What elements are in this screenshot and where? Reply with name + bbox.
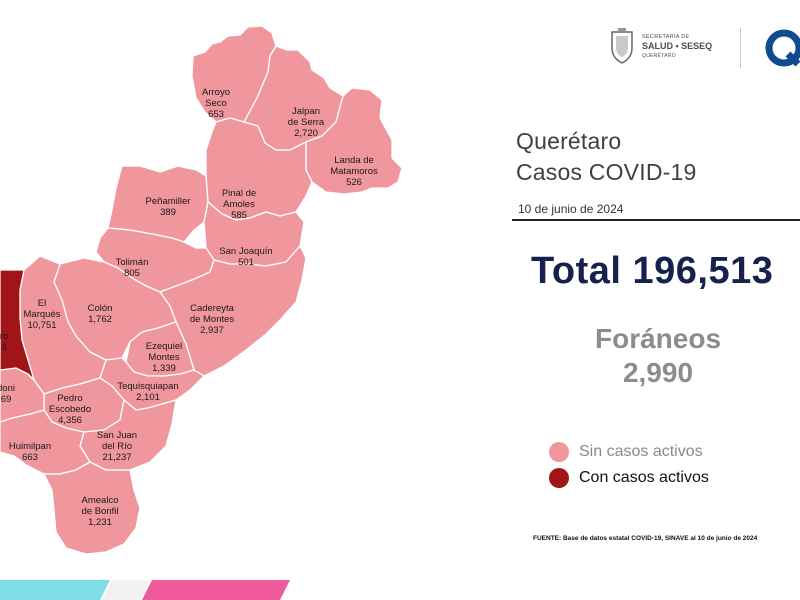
- municipality-label-colon: Colón 1,762: [88, 303, 113, 325]
- municipality-amealco[interactable]: [43, 461, 141, 555]
- municipality-name: Escobedo: [49, 404, 91, 415]
- municipality-label-ezequiel: Ezequiel Montes 1,339: [146, 341, 182, 374]
- municipality-label-san-joaquin: San Joaquín 501: [219, 246, 272, 268]
- state-seal-icon: [611, 28, 633, 64]
- data-source: FUENTE: Base de datos estatal COVID-19, …: [533, 535, 758, 542]
- legend-swatch-no-active: [549, 442, 569, 462]
- legend-item-with-active: Con casos activos: [549, 466, 779, 492]
- municipality-label-pedro-escobedo: Pedro Escobedo 4,356: [49, 393, 91, 426]
- municipality-name: Marqués: [24, 309, 61, 320]
- municipality-name: Seco: [205, 98, 227, 109]
- municipality-name: Tolimán: [116, 257, 149, 268]
- municipality-label-queretaro: ro 3: [0, 331, 8, 353]
- header-logos: SECRETARÍA DE SALUD • SESEQ QUERÉTARO: [608, 24, 800, 70]
- municipality-label-tequisquiapan: Tequisquiapan 2,101: [117, 381, 178, 403]
- org-name-line2: SALUD • SESEQ: [642, 41, 713, 51]
- page-title: Querétaro Casos COVID-19: [516, 126, 696, 188]
- report-date: 10 de junio de 2024: [518, 202, 624, 216]
- decorative-bottom-bar: [0, 580, 290, 600]
- municipality-name: de Bonfil: [82, 506, 119, 517]
- municipality-label-landa: Landa de Matamoros 526: [330, 155, 378, 188]
- municipality-name: Peñamiller: [146, 196, 191, 207]
- municipality-name: San Joaquín: [219, 246, 272, 257]
- municipality-cases: 653: [208, 109, 224, 120]
- logo-divider: [740, 28, 741, 68]
- municipality-label-penamiller: Peñamiller 389: [146, 196, 191, 218]
- municipality-cases: 10,751: [27, 320, 56, 331]
- municipality-name: ro: [0, 331, 8, 342]
- municipality-cadereyta[interactable]: [159, 245, 307, 377]
- municipality-label-cadereyta: Cadereyta de Montes 2,937: [190, 303, 235, 336]
- municipality-label-arroyo-seco: Arroyo Seco 653: [202, 87, 230, 120]
- title-line-2: Casos COVID-19: [516, 159, 697, 185]
- municipality-name: Arroyo: [202, 87, 230, 98]
- municipality-name: de Montes: [190, 314, 235, 325]
- q-logo-icon: [765, 29, 800, 67]
- municipality-label-toliman: Tolimán 805: [116, 257, 149, 279]
- municipality-cases: 2,101: [136, 392, 160, 403]
- municipality-cases: 4,356: [58, 415, 82, 426]
- municipality-label-el-marques: El Marqués 10,751: [24, 298, 61, 331]
- municipality-cases: 663: [22, 452, 38, 463]
- municipality-queretaro[interactable]: [0, 269, 35, 381]
- municipality-cases: 389: [160, 207, 176, 218]
- municipality-name: Amoles: [223, 199, 255, 210]
- municipality-name: Cadereyta: [190, 303, 235, 314]
- municipality-label-amealco: Amealco de Bonfil 1,231: [82, 495, 119, 528]
- municipality-cases: 3: [1, 342, 6, 353]
- municipality-name: del Río: [102, 441, 132, 452]
- municipality-name: Amealco: [82, 495, 119, 506]
- foraneos-label: Foráneos: [594, 323, 722, 354]
- total-cases: Total 196,513: [531, 250, 774, 292]
- municipality-cases: 21,237: [102, 452, 131, 463]
- municipality-name: Montes: [148, 352, 179, 363]
- municipality-name: Jalpan: [292, 106, 320, 117]
- municipality-cases: 2,720: [294, 128, 318, 139]
- municipality-cases: 585: [231, 210, 247, 221]
- municipality-label-corregidora: doni69: [0, 383, 15, 405]
- foraneos-block: Foráneos 2,990: [556, 322, 760, 390]
- municipality-name: Ezequiel: [146, 341, 182, 352]
- municipality-cases: 526: [346, 177, 362, 188]
- municipality-cases: 69: [1, 394, 12, 405]
- legend-item-no-active: Sin casos activos: [549, 440, 779, 466]
- municipality-name: Tequisquiapan: [117, 381, 178, 392]
- municipality-name: Huimilpan: [9, 441, 51, 452]
- municipality-label-jalpan: Jalpan de Serra 2,720: [288, 106, 325, 139]
- municipality-name: El: [38, 298, 46, 309]
- municipality-san-juan[interactable]: [79, 399, 177, 471]
- title-line-1: Querétaro: [516, 128, 622, 154]
- municipality-cases: 501: [238, 257, 254, 268]
- municipality-name: Matamoros: [330, 166, 378, 177]
- municipality-name: Landa de: [334, 155, 374, 166]
- municipality-cases: 1,339: [152, 363, 176, 374]
- org-name-line1: SECRETARÍA DE: [642, 34, 690, 40]
- municipality-label-san-juan: San Juan del Río 21,237: [97, 430, 137, 463]
- municipality-label-pinal: Pinal de Amoles 585: [222, 188, 256, 221]
- municipality-cases: 2,937: [200, 325, 224, 336]
- foraneos-value: 2,990: [622, 357, 694, 388]
- municipality-name: doni: [0, 383, 15, 394]
- org-name-line3: QUERÉTARO: [642, 53, 676, 59]
- municipality-cases: 805: [124, 268, 140, 279]
- municipality-cases: 1,762: [88, 314, 112, 325]
- municipality-name: de Serra: [288, 117, 325, 128]
- municipality-penamiller[interactable]: [107, 165, 209, 243]
- municipality-name: Colón: [88, 303, 113, 314]
- legend-swatch-with-active: [549, 468, 569, 488]
- legend-label-no-active: Sin casos activos: [579, 443, 703, 460]
- legend-label-with-active: Con casos activos: [579, 469, 709, 486]
- municipality-name: Pedro: [57, 393, 82, 404]
- map-legend: Sin casos activos Con casos activos: [549, 440, 779, 492]
- title-divider: [512, 219, 800, 221]
- municipality-label-huimilpan: Huimilpan 663: [9, 441, 51, 463]
- municipality-cases: 1,231: [88, 517, 112, 528]
- municipality-name: San Juan: [97, 430, 137, 441]
- municipality-name: Pinal de: [222, 188, 256, 199]
